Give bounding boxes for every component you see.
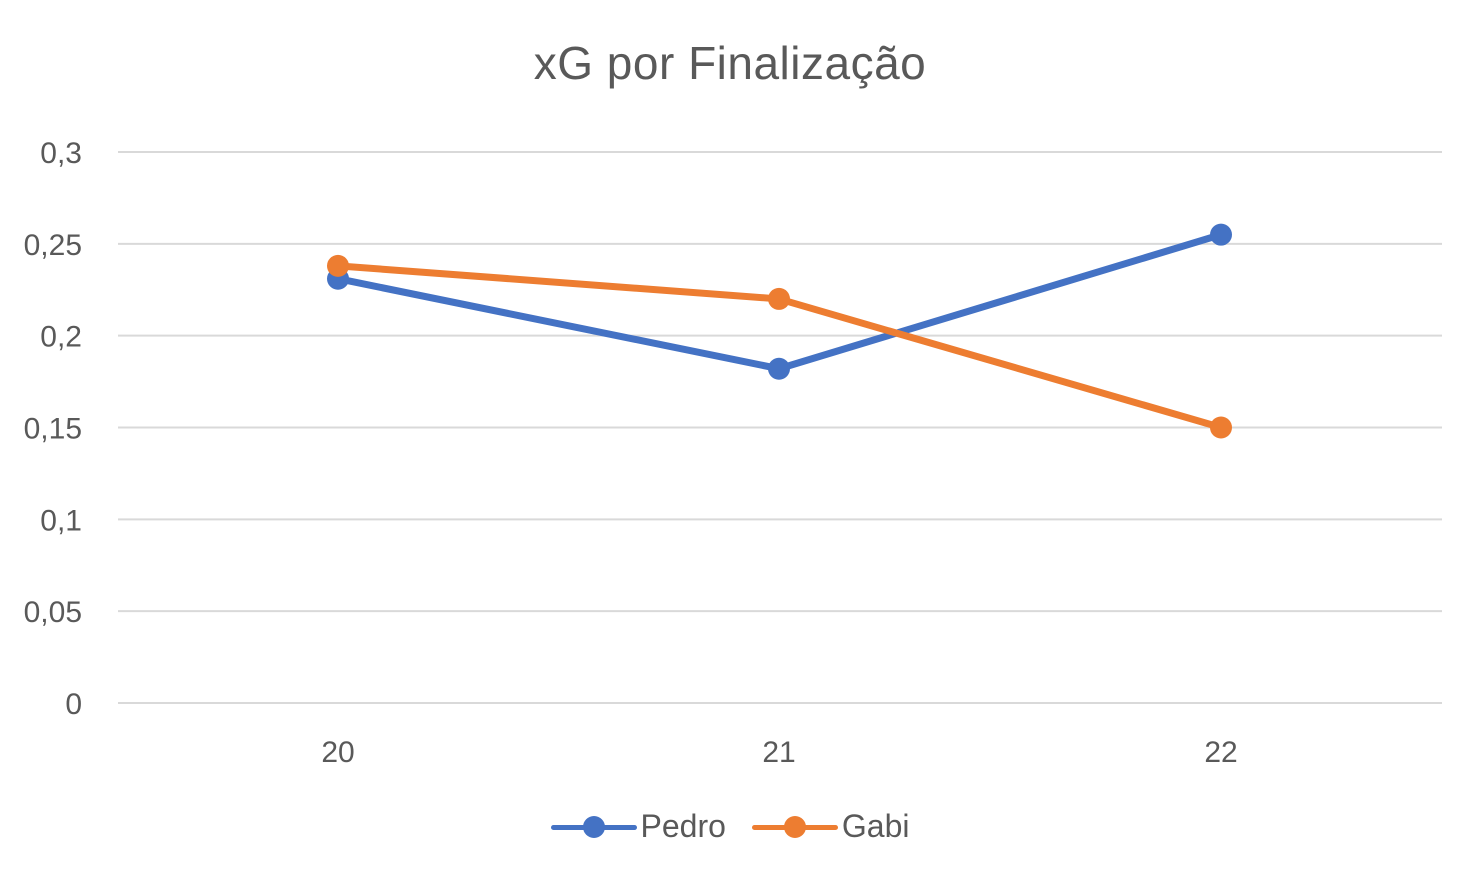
x-axis-ticks: 20 21 22 [321,736,1237,769]
legend-label-gabi: Gabi [841,808,910,844]
legend: Pedro Gabi [0,808,1460,845]
y-axis-ticks: 0 0,05 0,1 0,15 0,2 0,25 0,3 [24,137,82,721]
data-point-pedro-22 [1210,223,1232,246]
data-point-pedro-21 [768,357,790,380]
series [327,223,1232,439]
data-point-gabi-22 [1210,416,1232,439]
legend-label-pedro: Pedro [640,808,726,844]
gridlines [118,151,1442,704]
y-tick-label: 0,05 [24,596,82,629]
data-point-gabi-21 [768,287,790,310]
y-tick-label: 0 [65,688,82,721]
legend-swatch-gabi [751,815,838,839]
legend-swatch-pedro [550,815,637,839]
y-tick-label: 0,1 [40,504,82,537]
y-tick-label: 0,25 [24,229,82,262]
y-tick-label: 0,15 [24,413,82,446]
legend-entry-pedro[interactable]: Pedro [550,808,726,845]
chart-title: xG por Finalização [533,37,927,89]
y-tick-label: 0,3 [40,137,82,170]
x-tick-label: 21 [762,736,795,769]
x-tick-label: 22 [1204,736,1237,769]
x-tick-label: 20 [321,736,354,769]
y-tick-label: 0,2 [40,321,82,354]
data-point-gabi-20 [327,254,349,277]
legend-entry-gabi[interactable]: Gabi [751,808,910,845]
